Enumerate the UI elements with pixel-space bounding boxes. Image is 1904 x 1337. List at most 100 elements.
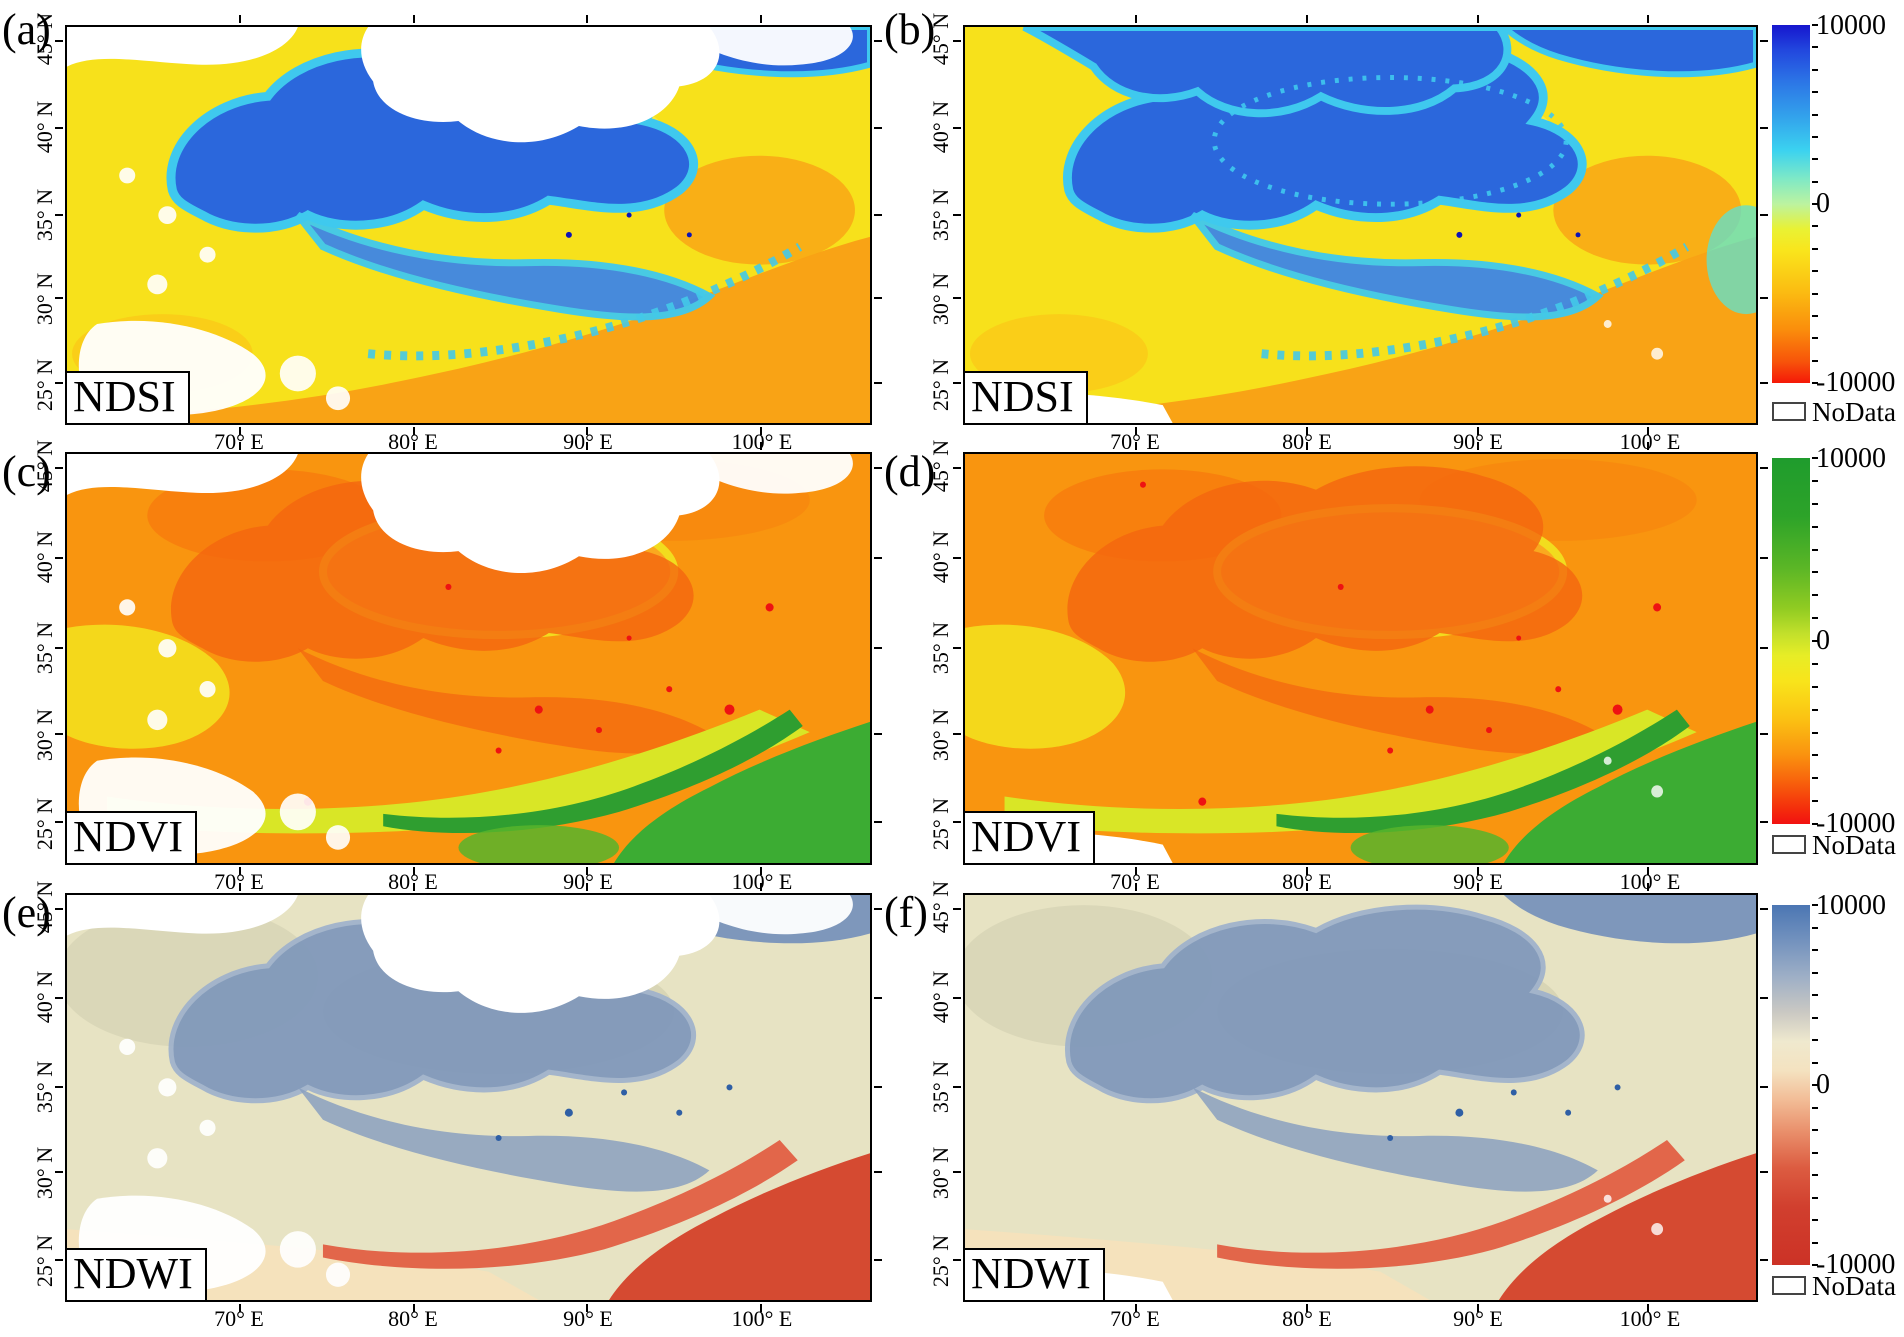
colorbar-mid-label: 0	[1816, 1069, 1830, 1100]
colorbar-tick	[1812, 994, 1818, 996]
axis-tick	[412, 442, 415, 450]
nodata-label: NoData	[1812, 1271, 1896, 1301]
axis-tick	[953, 647, 961, 650]
colorbar-tick	[1812, 337, 1818, 340]
axis-tick	[55, 647, 63, 650]
lat-tick-label: 25° N	[928, 797, 953, 851]
axis-tick	[1134, 1304, 1137, 1312]
axis-tick	[1647, 883, 1650, 891]
colorbar-mid-label: 0	[1816, 188, 1830, 219]
axis-tick	[1760, 214, 1768, 217]
axis-tick	[1647, 867, 1650, 875]
axis-tick	[55, 214, 63, 217]
panel-letter-b: (b)	[884, 5, 936, 54]
axis-tick	[412, 867, 415, 875]
lat-tick-label: 25° N	[32, 358, 57, 412]
axis-tick	[953, 214, 961, 217]
axis-tick	[1760, 997, 1768, 1000]
colorbar-tick	[1812, 731, 1818, 734]
axis-tick	[1134, 867, 1137, 875]
map-render-ndsi-a	[67, 27, 870, 423]
colorbar-tick	[1812, 640, 1818, 642]
axis-tick	[239, 1304, 242, 1312]
axis-tick	[953, 382, 961, 385]
axis-tick	[1760, 1171, 1768, 1174]
index-label: NDWI	[67, 1248, 207, 1300]
lat-tick-label: 25° N	[32, 797, 57, 851]
colorbar-tick	[1812, 662, 1818, 665]
axis-tick	[412, 427, 415, 435]
axis-tick	[586, 427, 589, 435]
colorbar-tick	[1812, 904, 1818, 906]
axis-tick	[953, 821, 961, 824]
colorbar-max-label: 10000	[1816, 890, 1886, 921]
lat-tick-label: 30° N	[32, 272, 57, 326]
axis-tick	[759, 867, 762, 875]
axis-tick	[1760, 908, 1768, 911]
axis-tick	[953, 39, 961, 42]
axis-tick	[1305, 867, 1308, 875]
colorbar-tick	[1812, 1241, 1818, 1244]
lat-tick-label: 35° N	[32, 1060, 57, 1114]
index-label: NDVI	[965, 811, 1095, 863]
colorbar-tick	[1812, 971, 1818, 974]
axis-tick	[759, 427, 762, 435]
map-render-ndvi-c	[67, 454, 870, 863]
lat-tick-label: 30° N	[928, 1146, 953, 1200]
axis-tick	[953, 297, 961, 300]
axis-tick	[586, 442, 589, 450]
nodata-label: NoData	[1812, 397, 1896, 427]
axis-tick	[1760, 39, 1768, 42]
axis-tick	[239, 867, 242, 875]
map-panel-f: NDWI	[953, 883, 1768, 1312]
axis-tick	[1760, 297, 1768, 300]
axis-tick	[55, 1171, 63, 1174]
colorbar-tick	[1812, 225, 1818, 228]
colorbar-tick	[1812, 525, 1818, 528]
panel-letter-f: (f)	[884, 888, 928, 937]
axis-tick	[1760, 1086, 1768, 1089]
axis-tick	[1134, 427, 1137, 435]
axis-tick	[1760, 557, 1768, 560]
axis-tick	[55, 297, 63, 300]
colorbar-tick	[1812, 158, 1818, 161]
axis-tick	[239, 15, 242, 23]
colorbar-tick	[1812, 479, 1818, 482]
axis-tick	[239, 427, 242, 435]
lat-tick-label: 45° N	[928, 12, 953, 66]
colorbar-tick	[1812, 113, 1818, 116]
lat-tick-label: 35° N	[32, 188, 57, 242]
axis-tick	[874, 1086, 882, 1089]
nodata-swatch	[1772, 1276, 1806, 1295]
colorbar-tick	[1812, 1151, 1818, 1154]
axis-tick	[759, 15, 762, 23]
colorbar-tick	[1812, 502, 1818, 505]
lat-tick-label: 35° N	[928, 188, 953, 242]
lat-tick-label: 25° N	[928, 358, 953, 412]
colorbar-tick	[1812, 1219, 1818, 1221]
lat-tick-label: 30° N	[32, 1146, 57, 1200]
index-label: NDSI	[965, 371, 1088, 423]
lat-tick-label: 25° N	[32, 1234, 57, 1288]
lat-tick-label: 45° N	[32, 880, 57, 934]
lon-tick-label: 80° E	[388, 1306, 438, 1331]
axis-tick	[874, 997, 882, 1000]
lon-tick-label: 80° E	[1282, 869, 1332, 894]
colorbar-tick	[1812, 777, 1818, 780]
colorbar-tick	[1812, 926, 1818, 929]
lat-tick-label: 45° N	[32, 12, 57, 66]
lat-tick-label: 25° N	[928, 1234, 953, 1288]
nodata-swatch	[1772, 835, 1806, 854]
axis-tick	[55, 382, 63, 385]
lon-tick-label: 70° E	[1110, 869, 1160, 894]
lat-tick-label: 40° N	[32, 970, 57, 1024]
colorbar-tick	[1812, 457, 1818, 459]
lat-tick-label: 40° N	[928, 530, 953, 584]
axis-tick	[55, 997, 63, 1000]
colorbar-min-label: -10000	[1816, 367, 1896, 398]
axis-tick	[874, 39, 882, 42]
lat-tick-label: 35° N	[928, 621, 953, 675]
index-label: NDVI	[67, 811, 197, 863]
axis-tick	[953, 997, 961, 1000]
colorbar-tick	[1812, 685, 1818, 688]
